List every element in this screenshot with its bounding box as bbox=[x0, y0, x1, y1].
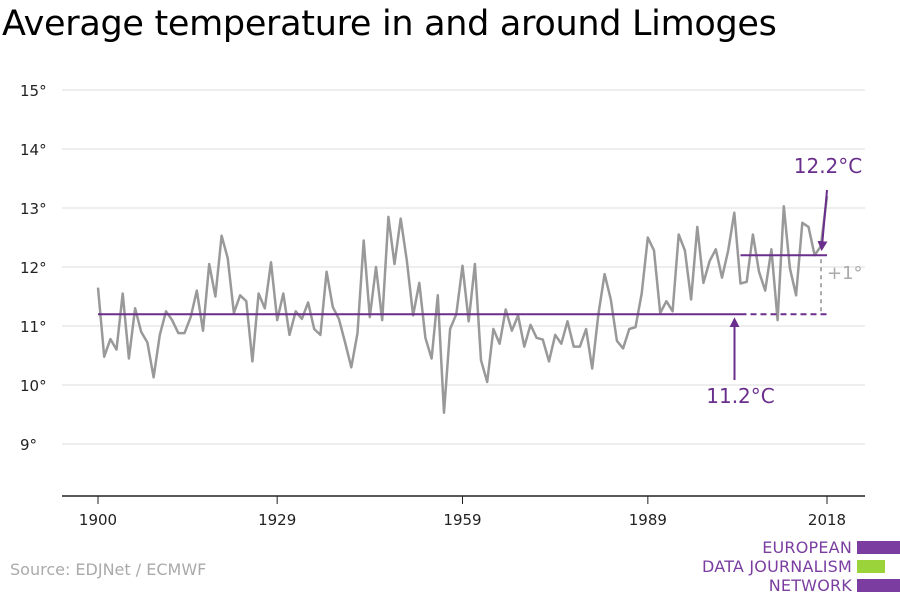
difference-label: +1° bbox=[827, 263, 863, 284]
series-layer bbox=[96, 196, 829, 414]
y-tick-label-11: 11° bbox=[20, 318, 47, 336]
x-tick-label-1989: 1989 bbox=[629, 511, 667, 529]
reference-lines: +1° 11.2°C 12.2°C bbox=[98, 154, 863, 408]
y-tick-label-13: 13° bbox=[20, 200, 47, 218]
logo-bar-3 bbox=[857, 579, 900, 592]
y-tick-label-10: 10° bbox=[20, 377, 47, 395]
x-tick-label-1900: 1900 bbox=[79, 511, 117, 529]
x-axis: 1900 1929 1959 1989 2018 bbox=[62, 495, 865, 529]
y-tick-label-15: 15° bbox=[20, 82, 47, 100]
source-note: Source: EDJNet / ECMWF bbox=[10, 560, 207, 579]
y-tick-label-9: 9° bbox=[20, 436, 37, 454]
logo-line-3: NETWORK bbox=[768, 576, 852, 595]
y-tick-label-14: 14° bbox=[20, 141, 47, 159]
y-tick-label-12: 12° bbox=[20, 259, 47, 277]
temperature-line bbox=[96, 196, 829, 414]
recent-label: 12.2°C bbox=[794, 154, 863, 178]
gridlines bbox=[62, 89, 865, 445]
logo-bar-2 bbox=[857, 560, 885, 573]
logo-line-2: DATA JOURNALISM bbox=[702, 557, 852, 576]
baseline-label: 11.2°C bbox=[706, 384, 775, 408]
x-tick-label-2018: 2018 bbox=[808, 511, 846, 529]
logo-bar-1 bbox=[857, 541, 900, 554]
y-axis-ticks: 9° 10° 11° 12° 13° 14° 15° bbox=[20, 82, 47, 454]
x-tick-label-1929: 1929 bbox=[258, 511, 296, 529]
recent-arrow bbox=[817, 189, 828, 252]
edjnet-logo: EUROPEAN DATA JOURNALISM NETWORK bbox=[700, 530, 900, 600]
chart-title: Average temperature in and around Limoge… bbox=[2, 4, 777, 44]
logo-line-1: EUROPEAN bbox=[762, 538, 852, 557]
x-tick-label-1959: 1959 bbox=[443, 511, 481, 529]
